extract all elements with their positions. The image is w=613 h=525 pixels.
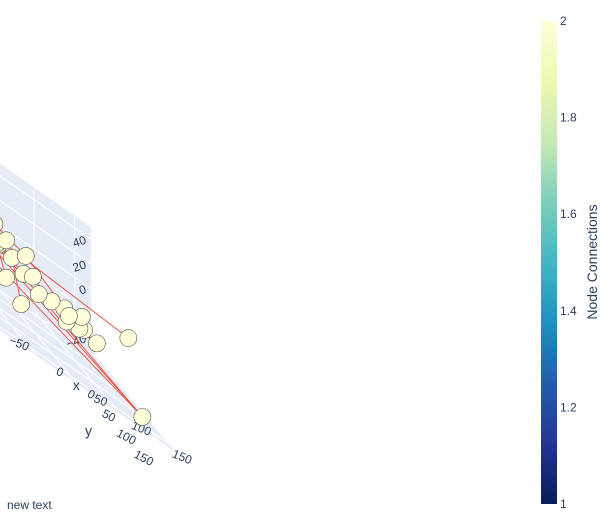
grid-line [0,317,151,423]
y-axis-title: y [85,422,92,438]
node-marker [88,334,106,353]
grid-line [0,326,169,444]
grid-panes [0,163,175,452]
grid-line [0,289,99,360]
node-marker [60,307,78,325]
grid-line [0,307,134,402]
node-marker [0,217,4,232]
colorbar-tick-label: 1.6 [560,207,577,221]
edge-line [0,254,143,418]
edge-line [0,266,143,418]
node-marker [0,268,15,287]
grid-line [0,200,92,265]
colorbar-tick-label: 1.2 [560,400,577,414]
node-marker [24,267,42,286]
colorbar-tick-label: 1 [560,497,567,511]
grid-line [0,298,116,381]
node-marker [119,329,138,347]
node-marker [12,295,31,313]
x-tick-label: 50 [92,391,110,409]
scene-3d[interactable]: −150−100−5005010015005010015040200−20−40… [0,34,194,469]
y-tick-label: 150 [132,447,157,469]
x-tick-label: 150 [170,447,194,468]
colorbar-scale [541,21,557,504]
grid-line [0,310,37,356]
node-marker [0,231,15,250]
node-marker [17,247,35,265]
z-tick-label: 20 [71,257,88,275]
colorbar: 2 1.8 1.6 1.4 1.2 1 Node Connections [541,14,600,511]
x-axis-title: x [73,377,80,393]
z-tick-label: 0 [77,282,88,297]
colorbar-tick-label: 1.4 [560,304,577,318]
colorbar-tick-label: 1.8 [560,111,577,125]
grid-line [0,224,92,290]
z-tick-label: 40 [71,233,88,251]
node-marker [133,408,152,426]
nodes [0,217,152,426]
x-tick-label: 0 [54,364,66,380]
grid-line [0,175,92,240]
annotation-text: new text [7,498,52,512]
node-marker [29,285,48,303]
colorbar-tick-label: 2 [560,14,567,28]
colorbar-title: Node Connections [584,204,600,319]
y-tick-label: 50 [100,406,119,425]
